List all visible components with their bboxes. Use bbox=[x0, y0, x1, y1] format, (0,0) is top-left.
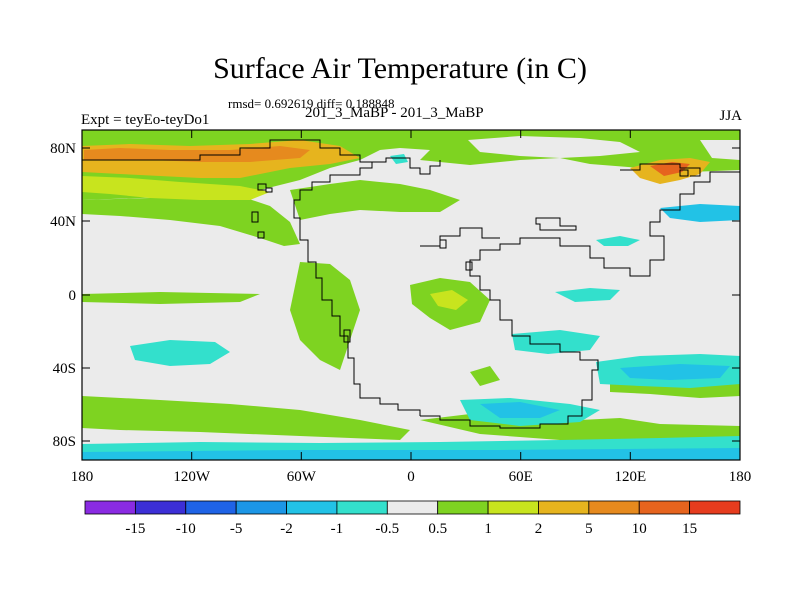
colorbar-label: 15 bbox=[682, 521, 697, 537]
indian-ocean-cool bbox=[512, 330, 600, 354]
island-8 bbox=[679, 169, 689, 177]
colorbar-swatch bbox=[487, 500, 539, 515]
colorbar-swatch bbox=[134, 500, 187, 515]
arctic-grey-gap-2 bbox=[700, 140, 740, 160]
y-axis-labels: 80N 40N 0 40S 80S bbox=[50, 141, 76, 450]
x-axis-labels: 180 120W 60W 0 60E 120E 180 bbox=[71, 469, 752, 485]
color-bar-labels: -15 -10 -5 -2 -1 -0.5 0.5 1 2 5 10 15 bbox=[125, 521, 697, 537]
x-tick-label: 180 bbox=[71, 469, 94, 485]
x-tick-label: 0 bbox=[407, 469, 415, 485]
colorbar-swatch bbox=[386, 500, 439, 515]
colorbar-label: -5 bbox=[230, 521, 243, 537]
indian-ocean-green bbox=[470, 366, 500, 386]
colorbar-swatch bbox=[538, 500, 590, 515]
island-1 bbox=[257, 183, 267, 191]
coastlines bbox=[82, 139, 740, 429]
colorbar-swatch bbox=[235, 500, 287, 515]
statistics-line: rmsd= 0.692619 diff= 0.188848 bbox=[228, 96, 395, 111]
colorbar-swatch bbox=[185, 500, 237, 515]
island-5 bbox=[343, 329, 351, 343]
atlantic-green-region bbox=[290, 262, 360, 370]
arctic-grey-gap bbox=[468, 136, 640, 158]
north-atlantic-green bbox=[290, 180, 460, 220]
colorbar-swatch bbox=[689, 500, 741, 515]
colorbar-label: 2 bbox=[535, 521, 543, 537]
colorbar-label: 5 bbox=[585, 521, 593, 537]
colorbar-label: 10 bbox=[632, 521, 647, 537]
season-label: JJA bbox=[719, 108, 742, 124]
x-tick-label: 120W bbox=[173, 469, 211, 485]
x-tick-label: 60E bbox=[509, 469, 533, 485]
coastline-asia-north bbox=[620, 163, 701, 177]
x-tick-label: 60W bbox=[287, 469, 317, 485]
siberia-hot-region bbox=[84, 146, 310, 162]
southern-ocean-cooler bbox=[480, 402, 560, 418]
coastline-americas bbox=[82, 139, 373, 399]
colorbar-swatch bbox=[588, 500, 640, 515]
y-tick-label: 0 bbox=[69, 288, 77, 304]
north-america-green bbox=[82, 196, 300, 246]
colorbar-label: -1 bbox=[331, 521, 344, 537]
coastline-africa-eurasia bbox=[420, 171, 740, 429]
island-7 bbox=[465, 261, 473, 271]
y-tick-label: 80S bbox=[53, 434, 76, 450]
y-tick-label: 40S bbox=[53, 361, 76, 377]
color-bar bbox=[84, 500, 741, 515]
coastline-black-sea bbox=[535, 217, 577, 231]
x-tick-label: 180 bbox=[729, 469, 752, 485]
island-4 bbox=[257, 231, 265, 239]
pacific-cool-region bbox=[130, 340, 230, 366]
island-6 bbox=[439, 239, 447, 249]
colorbar-swatch bbox=[437, 500, 489, 515]
south-atlantic-green bbox=[82, 396, 410, 440]
colorbar-swatch bbox=[84, 500, 136, 515]
pacific-green-strip bbox=[82, 292, 260, 304]
africa-warm-spot bbox=[430, 290, 468, 310]
colorbar-swatch bbox=[336, 500, 388, 515]
colorbar-label: -15 bbox=[125, 521, 145, 537]
southwest-pacific-cooler bbox=[620, 364, 730, 380]
y-tick-label: 80N bbox=[50, 141, 76, 157]
colorbar-label: 0.5 bbox=[428, 521, 447, 537]
arctic-cool-spot bbox=[390, 154, 408, 164]
map-title: Surface Air Temperature (in C) bbox=[213, 52, 587, 85]
north-pacific-cool bbox=[596, 236, 640, 246]
north-america-warm bbox=[82, 176, 270, 200]
colorbar-label: -10 bbox=[176, 521, 196, 537]
axis-ticks bbox=[82, 130, 740, 460]
coastline-arctic-eurasia bbox=[372, 157, 441, 175]
colorbar-swatch bbox=[286, 500, 338, 515]
experiment-label: Expt = teyEo-teyDo1 bbox=[81, 112, 210, 128]
colorbar-swatch bbox=[638, 500, 691, 515]
coastline-south-america-east bbox=[366, 397, 421, 416]
colorbar-label: 1 bbox=[484, 521, 492, 537]
x-tick-label: 120E bbox=[614, 469, 646, 485]
run-pair-label: 201_3_MaBP - 201_3_MaBP bbox=[305, 105, 484, 121]
small-islands bbox=[251, 169, 689, 343]
colorbar-label: -0.5 bbox=[375, 521, 399, 537]
colorbar-label: -2 bbox=[280, 521, 293, 537]
y-tick-label: 40N bbox=[50, 214, 76, 230]
island-3 bbox=[251, 211, 259, 223]
island-2 bbox=[265, 187, 273, 193]
tropical-atlantic-cool bbox=[555, 288, 620, 302]
